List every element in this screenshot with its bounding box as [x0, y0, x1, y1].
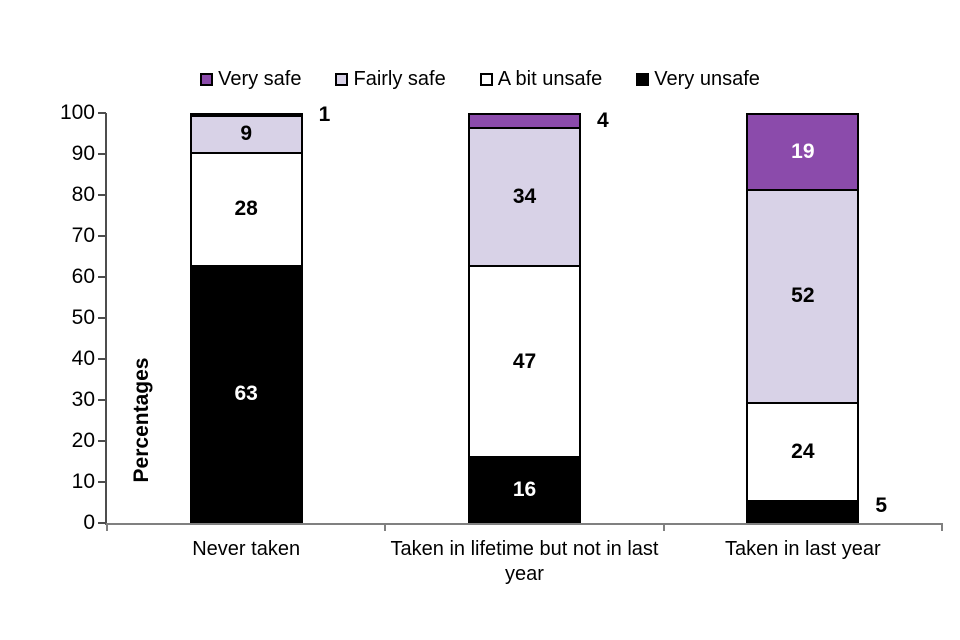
segment-value-label: 19	[791, 139, 815, 163]
legend-swatch	[479, 73, 493, 86]
y-tick-label: 10	[71, 470, 95, 493]
y-axis-tick	[98, 317, 106, 319]
bar-segment: 9	[189, 117, 303, 154]
y-axis-tick	[98, 358, 106, 360]
y-axis-tick	[98, 235, 106, 237]
legend-swatch	[335, 73, 349, 86]
segment-value-label: 9	[240, 122, 252, 146]
y-axis-tick	[98, 276, 106, 278]
bar-segment	[468, 113, 581, 130]
y-axis-tick	[98, 440, 106, 442]
y-tick-label: 0	[83, 511, 95, 534]
segment-value-label: 28	[234, 197, 258, 221]
y-tick-label: 50	[71, 306, 95, 329]
y-tick-label: 60	[71, 265, 95, 288]
y-tick-label: 30	[71, 388, 95, 411]
y-tick-label: 100	[59, 101, 95, 124]
bar-segment: 24	[746, 404, 860, 503]
y-tick-label: 40	[71, 347, 95, 370]
y-axis-tick	[98, 194, 106, 196]
bar-segment: 34	[468, 129, 581, 268]
outside-value-label: 1	[318, 103, 331, 127]
x-axis-tick	[384, 523, 387, 531]
y-tick-label: 80	[71, 183, 95, 206]
bar-segment: 19	[746, 113, 860, 191]
segment-value-label: 16	[512, 477, 537, 501]
y-tick-label: 20	[71, 429, 95, 452]
legend-item: Fairly safe	[335, 68, 446, 91]
segment-value-label: 63	[234, 382, 258, 406]
plot-area: Percentages 0 10 20 30 40 50 60 70 80 90 100 Never …	[60, 101, 943, 585]
segment-value-label: 47	[512, 349, 537, 373]
y-axis-tick	[98, 399, 106, 401]
category-label-text: Taken in last year	[725, 538, 881, 560]
legend-item: Very unsafe	[636, 68, 760, 91]
y-axis-tick	[98, 112, 106, 114]
legend-item: Very safe	[200, 68, 301, 91]
segment-value-label: 52	[791, 284, 815, 308]
outside-value-label: 4	[597, 109, 609, 133]
segment-value-label: 34	[512, 185, 537, 209]
legend-label: Very unsafe	[654, 68, 760, 90]
legend-label: A bit unsafe	[497, 68, 603, 90]
stacked-bar: 9 28 63	[189, 113, 303, 523]
bar-segment: 28	[189, 153, 303, 268]
legend-swatch	[200, 73, 214, 86]
bar-segment: 47	[468, 267, 581, 459]
bar-segment	[746, 502, 860, 523]
y-axis-title: Percentages	[130, 357, 153, 483]
segment-value-label: 24	[791, 440, 815, 464]
y-axis-tick	[98, 522, 106, 524]
legend: Very safe Fairly safe A bit unsafe Very uns…	[0, 68, 960, 91]
legend-item: A bit unsafe	[479, 68, 603, 91]
legend-label: Very safe	[218, 68, 302, 90]
y-axis-tick	[98, 153, 106, 155]
legend-label: Fairly safe	[353, 68, 446, 90]
stacked-bar: 34 47 16	[468, 113, 581, 523]
bar-segment: 16	[468, 458, 581, 523]
legend-swatch	[636, 73, 650, 86]
y-axis-tick	[98, 481, 106, 483]
category-label: Taken in lifetime but not in last year	[385, 537, 663, 587]
bar-segment	[189, 113, 303, 118]
x-axis-tick	[662, 523, 665, 531]
bar-segment: 63	[189, 267, 303, 523]
outside-value-label: 5	[875, 494, 888, 517]
category-label-text: Never taken	[192, 538, 301, 560]
y-tick-label: 70	[71, 224, 95, 247]
y-tick-label: 90	[71, 142, 95, 165]
stacked-bar: 19 52 24	[746, 113, 860, 523]
category-label-text: Taken in lifetime but not in last year	[390, 538, 659, 585]
category-label: Taken in last year	[664, 537, 942, 562]
x-axis-tick	[106, 523, 108, 531]
category-label: Never taken	[107, 537, 385, 562]
x-axis-tick	[941, 523, 943, 531]
bar-segment: 52	[746, 190, 860, 405]
